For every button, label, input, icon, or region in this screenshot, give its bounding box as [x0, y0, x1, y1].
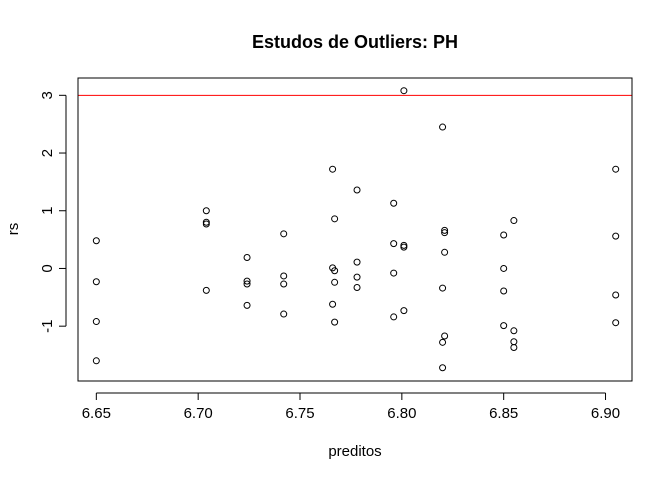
data-point	[400, 307, 408, 315]
x-tick-label: 6.65	[82, 405, 111, 422]
data-point	[500, 322, 508, 330]
data-point	[92, 318, 100, 326]
data-point	[353, 284, 361, 292]
data-point	[441, 248, 449, 256]
data-point	[353, 273, 361, 281]
x-axis-label: preditos	[328, 443, 381, 460]
data-point	[353, 258, 361, 266]
data-point	[612, 319, 620, 327]
data-point	[202, 286, 210, 294]
chart-title: Estudos de Outliers: PH	[252, 32, 458, 52]
data-point	[400, 87, 408, 95]
data-point	[202, 220, 210, 228]
data-point	[500, 231, 508, 239]
data-point	[390, 240, 398, 248]
data-point	[92, 237, 100, 245]
data-point	[612, 291, 620, 299]
data-point	[612, 165, 620, 173]
x-tick-label: 6.75	[285, 405, 314, 422]
data-point	[500, 287, 508, 295]
plot-frame	[77, 77, 633, 382]
data-point	[510, 338, 518, 346]
y-tick-label: 3	[39, 91, 56, 99]
x-tick-label: 6.85	[489, 405, 518, 422]
data-point	[280, 310, 288, 318]
data-point	[510, 217, 518, 225]
data-point	[400, 243, 408, 251]
x-tick-label: 6.90	[591, 405, 620, 422]
data-point	[439, 284, 447, 292]
x-tick-label: 6.70	[184, 405, 213, 422]
data-point	[510, 327, 518, 335]
data-point	[92, 357, 100, 365]
y-tick-label: -1	[39, 319, 56, 332]
data-point	[441, 229, 449, 237]
data-point	[439, 338, 447, 346]
data-point	[329, 165, 337, 173]
data-point	[390, 313, 398, 321]
data-point	[331, 278, 339, 286]
data-point	[510, 344, 518, 352]
data-point	[390, 199, 398, 207]
y-tick-label: 0	[39, 264, 56, 272]
data-point	[500, 264, 508, 272]
data-point	[439, 123, 447, 131]
y-tick-label: 2	[39, 149, 56, 157]
data-point	[439, 364, 447, 372]
y-axis-label: rs	[5, 223, 22, 236]
data-point	[280, 272, 288, 280]
data-point	[92, 278, 100, 286]
data-point	[331, 267, 339, 275]
data-point	[280, 230, 288, 238]
data-point	[331, 215, 339, 223]
data-point	[329, 300, 337, 308]
plot-layer: 6.65 6.70 6.75 6.80 6.85 6.90 -1 0 1 2 3	[39, 77, 633, 422]
x-tick-label: 6.80	[387, 405, 416, 422]
data-point	[243, 301, 251, 309]
data-point	[612, 232, 620, 240]
data-point	[243, 253, 251, 261]
data-point	[280, 280, 288, 288]
data-point	[353, 186, 361, 194]
data-point	[202, 207, 210, 215]
data-point	[243, 280, 251, 288]
data-point	[331, 318, 339, 326]
data-point	[441, 332, 449, 340]
y-tick-label: 1	[39, 207, 56, 215]
data-point	[441, 226, 449, 234]
data-point	[243, 277, 251, 285]
data-point	[390, 269, 398, 277]
